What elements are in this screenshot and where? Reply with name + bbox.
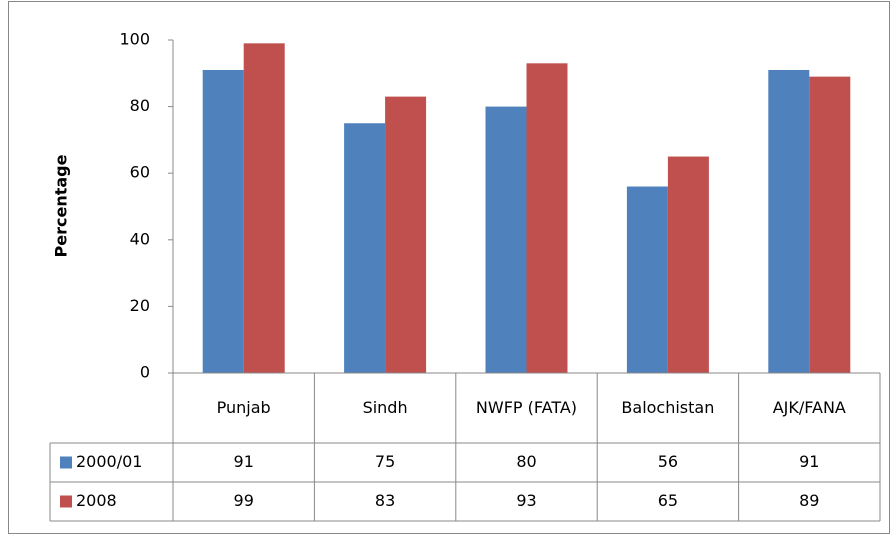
x-tick-label: Balochistan (621, 398, 715, 417)
y-tick-label: 60 (130, 163, 150, 182)
legend-label: 2000/01 (76, 452, 142, 471)
x-tick-label: Sindh (362, 398, 408, 417)
bar (667, 156, 709, 373)
y-tick-label: 80 (130, 96, 150, 115)
y-tick-label: 0 (140, 363, 150, 382)
table-value: 89 (799, 491, 819, 510)
table-value: 93 (516, 491, 536, 510)
bar (243, 43, 285, 374)
bar (768, 69, 810, 373)
table-value: 56 (658, 452, 678, 471)
category-cell: AJK/FANA (772, 398, 846, 417)
frame (8, 1, 890, 534)
bar (485, 106, 527, 373)
y-axis-label: Percentage (52, 154, 71, 257)
category-cell: Balochistan (621, 398, 715, 417)
bar (385, 96, 427, 374)
bar (809, 76, 851, 373)
bar (526, 63, 568, 374)
x-tick-label: Punjab (216, 398, 271, 417)
category-cell: NWFP (FATA) (475, 398, 578, 417)
x-tick-label: AJK/FANA (772, 398, 846, 417)
y-tick-label: 20 (130, 296, 150, 315)
y-tick-label: 100 (119, 30, 150, 49)
y-tick-label: 40 (130, 229, 150, 248)
legend-swatch (60, 495, 72, 508)
table-value: 75 (375, 452, 395, 471)
table-value: 91 (234, 452, 254, 471)
table-value: 65 (658, 491, 678, 510)
table-value: 91 (799, 452, 819, 471)
bar (202, 69, 244, 373)
bar (626, 186, 668, 373)
table-value: 99 (234, 491, 254, 510)
bar (344, 123, 386, 373)
category-cell: Punjab (216, 398, 271, 417)
x-tick-label: NWFP (FATA) (475, 398, 578, 417)
legend-swatch (60, 456, 72, 469)
table-value: 83 (375, 491, 395, 510)
table-value: 80 (516, 452, 536, 471)
category-cell: Sindh (362, 398, 408, 417)
legend-label: 2008 (76, 491, 117, 510)
